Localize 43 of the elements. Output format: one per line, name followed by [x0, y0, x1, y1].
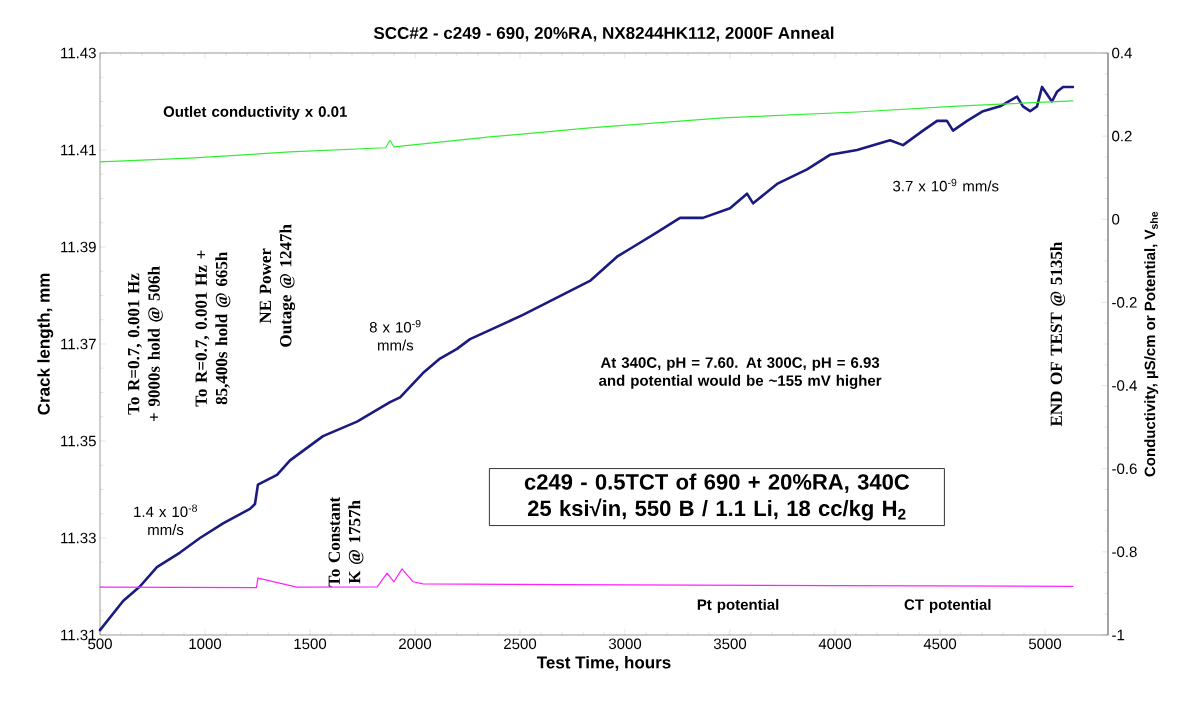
y-tick-label: 11.35: [61, 435, 96, 447]
annotation: CT potential: [904, 598, 991, 613]
y2-axis-title: Conductivity, µS/cm or Potential, V$_{she}$: [1144, 211, 1159, 477]
annotation: Outlet conductivity x 0.01: [163, 105, 347, 120]
line-series: [100, 568, 1074, 589]
annotation: To R=0.7, 0.001 Hz + 9000s hold @ 506h: [127, 266, 163, 422]
y-tick-label: 11.41: [61, 144, 96, 156]
y2-tick-label: -1: [1112, 629, 1125, 641]
annotation: END OF TEST @ 5135h: [1050, 241, 1066, 427]
x-tick-label: 4500: [923, 638, 957, 650]
annotation: c249 - 0.5TCT of 690 + 20%RA, 340C 25 ksi√in, 550 B / 1.1 Li, 18 cc/kg H$_{2}$: [524, 473, 910, 521]
y2-tick-label: -0.6: [1112, 463, 1137, 475]
y-tick-label: 11.39: [61, 241, 96, 253]
annotation: To R=0.7, 0.001 Hz + 85,400s hold @ 665h: [195, 250, 231, 407]
annotation: NE Power Outage @ 1247h: [259, 224, 296, 347]
x-tick-label: 4000: [818, 638, 852, 650]
x-tick-label: 2500: [504, 638, 537, 650]
annotation: Pt potential: [697, 598, 779, 613]
x-tick-label: 1500: [294, 638, 327, 650]
text: 1.4 x 10$^{-8}$ mm/s: [134, 504, 198, 536]
chart-title: SCC#2 - c249 - 690, 20%RA, NX8244HK112, 2000F Anneal: [373, 26, 834, 42]
annotation: At 340C, pH = 7.60. At 300C, pH = 6.93 and potential would be ~155 mV higher: [599, 357, 882, 389]
y-tick-label: 11.37: [61, 338, 96, 350]
annotation: To Constant K @ 1757h: [328, 496, 364, 587]
x-tick-label: 3500: [713, 638, 747, 650]
annotation: 3.7 x 10$^{-9}$ mm/s: [893, 178, 999, 192]
x-tick-label: 3000: [608, 638, 642, 650]
y-tick-label: 11.43: [61, 47, 96, 59]
y2-tick-label: 0.4: [1112, 47, 1132, 59]
line-series: [98, 85, 1075, 632]
x-tick-label: 2000: [399, 638, 432, 650]
line-series: [100, 100, 1074, 163]
y2-tick-label: -0.4: [1112, 380, 1137, 391]
y-axis-title: Crack length, mm: [37, 273, 54, 415]
y2-tick-label: -0.2: [1112, 297, 1137, 308]
x-axis-title: Test Time, hours: [536, 655, 671, 671]
annotation: 8 x 10$^{-9}$ mm/s: [369, 319, 421, 351]
y-tick-label: 11.33: [61, 532, 96, 544]
x-tick-label: 1000: [189, 638, 222, 650]
y2-tick-label: 0.2: [1112, 130, 1132, 142]
y2-tick-label: -0.8: [1112, 546, 1137, 558]
x-tick-label: 5000: [1028, 638, 1062, 650]
y2-tick-label: 0: [1112, 213, 1120, 225]
